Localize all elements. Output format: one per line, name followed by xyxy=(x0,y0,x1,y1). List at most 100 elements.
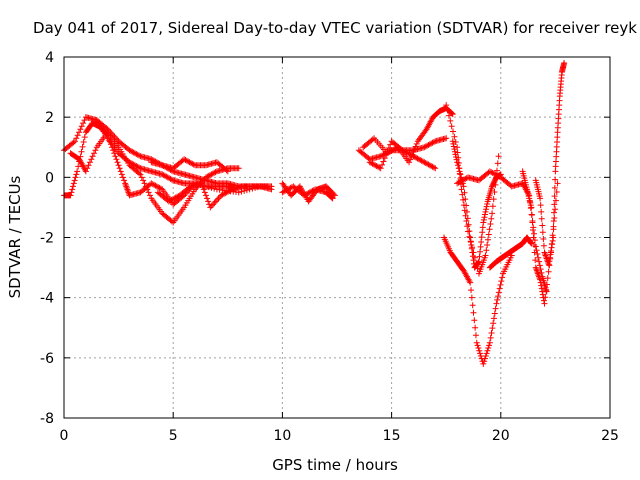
data-point xyxy=(430,164,437,171)
data-point xyxy=(168,176,175,183)
chart-title: Day 041 of 2017, Sidereal Day-to-day VTE… xyxy=(33,19,637,37)
data-point xyxy=(454,149,461,156)
data-point xyxy=(223,167,230,174)
data-point xyxy=(487,220,494,227)
data-point xyxy=(476,347,483,354)
data-point xyxy=(486,339,493,346)
data-point xyxy=(224,168,231,175)
series-sat-m xyxy=(441,234,515,367)
series-sat-r xyxy=(519,168,561,307)
data-point xyxy=(467,234,474,241)
series-sat-c xyxy=(67,129,242,226)
data-point xyxy=(463,217,470,224)
data-point xyxy=(331,192,338,199)
data-point xyxy=(136,152,143,159)
data-point xyxy=(538,215,545,222)
data-point xyxy=(112,153,119,160)
data-point xyxy=(478,234,485,241)
data-point xyxy=(235,165,242,172)
data-point xyxy=(136,170,143,177)
data-point xyxy=(444,107,451,114)
data-point xyxy=(199,183,206,190)
data-point xyxy=(136,164,143,171)
data-point xyxy=(468,294,475,301)
data-point xyxy=(67,192,74,199)
data-point xyxy=(481,214,488,221)
data-point xyxy=(482,252,489,259)
data-point xyxy=(82,168,89,175)
data-point xyxy=(119,174,126,181)
data-point xyxy=(448,123,455,130)
series-sat-n xyxy=(443,102,502,277)
data-point xyxy=(451,148,458,155)
y-axis-label: SDTVAR / TECUs xyxy=(6,175,24,298)
y-tick-label: 2 xyxy=(45,110,54,126)
data-point xyxy=(141,180,148,187)
data-point xyxy=(467,279,474,286)
data-point xyxy=(69,186,76,193)
data-point xyxy=(491,188,498,195)
x-axis-label: GPS time / hours xyxy=(272,456,398,474)
data-point xyxy=(450,128,457,135)
data-point xyxy=(490,196,497,203)
data-point xyxy=(449,111,456,118)
data-point xyxy=(75,163,82,170)
data-point xyxy=(474,342,481,349)
data-point xyxy=(456,170,463,177)
data-point xyxy=(205,184,212,191)
data-point xyxy=(490,320,497,327)
data-point xyxy=(79,143,86,150)
data-point xyxy=(455,154,462,161)
data-point xyxy=(489,210,496,217)
data-point xyxy=(540,236,547,243)
data-point xyxy=(537,202,544,209)
data-point xyxy=(452,138,459,145)
data-point xyxy=(81,117,88,124)
data-point xyxy=(443,102,450,109)
series-sat-k xyxy=(366,138,439,172)
data-point xyxy=(413,140,420,147)
data-point xyxy=(536,258,543,265)
data-point xyxy=(469,302,476,309)
data-point xyxy=(528,211,535,218)
data-point xyxy=(473,339,480,346)
data-point xyxy=(545,261,552,268)
data-point xyxy=(550,223,557,230)
data-point xyxy=(207,204,214,211)
data-point xyxy=(484,201,491,208)
series-sat-j xyxy=(360,105,456,166)
data-point xyxy=(490,315,497,322)
data-point xyxy=(549,237,556,244)
data-point xyxy=(205,198,212,205)
data-point xyxy=(482,352,489,359)
data-point xyxy=(411,146,418,153)
x-tick-label: 25 xyxy=(601,428,619,444)
series-sat-e xyxy=(154,180,271,211)
data-point xyxy=(539,229,546,236)
data-point xyxy=(215,195,222,202)
data-point xyxy=(471,254,478,261)
data-point xyxy=(110,132,117,139)
data-point xyxy=(471,317,478,324)
data-point xyxy=(540,242,547,249)
data-point xyxy=(484,347,491,354)
data-point xyxy=(482,208,489,215)
y-tick-label: -2 xyxy=(40,231,54,247)
data-point xyxy=(483,247,490,254)
data-point xyxy=(412,143,419,150)
data-point xyxy=(92,147,99,154)
data-point xyxy=(190,161,197,168)
data-point xyxy=(484,236,491,243)
data-point xyxy=(552,197,559,204)
data-point xyxy=(479,224,486,231)
data-point xyxy=(488,215,495,222)
data-point xyxy=(81,134,88,141)
data-point xyxy=(144,186,151,193)
x-tick-label: 10 xyxy=(273,428,291,444)
data-point xyxy=(473,260,480,267)
data-point xyxy=(498,278,505,285)
data-point xyxy=(495,293,502,300)
data-point xyxy=(550,217,557,224)
data-point xyxy=(461,207,468,214)
y-tick-label: 0 xyxy=(45,170,54,186)
